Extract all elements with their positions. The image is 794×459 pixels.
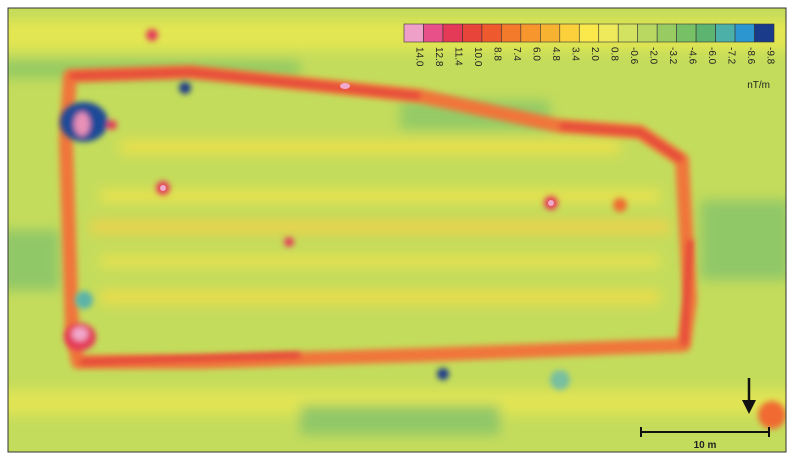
- legend-label: 8.8: [492, 47, 503, 61]
- legend-swatch: [423, 24, 442, 42]
- legend-swatch: [657, 24, 676, 42]
- legend-label: 10.0: [472, 47, 483, 67]
- legend-swatch: [521, 24, 540, 42]
- legend-label: -7.2: [725, 47, 736, 65]
- legend-swatch: [677, 24, 696, 42]
- legend-label: 3.4: [570, 47, 581, 61]
- legend-unit: nT/m: [747, 80, 770, 91]
- legend-label: 12.8: [433, 47, 444, 67]
- legend-label: 7.4: [511, 47, 522, 61]
- legend-swatch: [540, 24, 559, 42]
- legend-label: 0.8: [608, 47, 619, 61]
- legend-swatch: [735, 24, 754, 42]
- legend-swatch: [501, 24, 520, 42]
- legend-label: 4.8: [550, 47, 561, 61]
- legend-label: -9.8: [764, 47, 775, 65]
- legend-label: 11.4: [453, 47, 464, 66]
- legend-label: -4.6: [686, 47, 697, 65]
- legend-label: 14.0: [414, 47, 425, 67]
- legend-label: 6.0: [531, 47, 542, 61]
- legend-label: -2.0: [647, 47, 658, 65]
- legend-swatch: [560, 24, 579, 42]
- legend-swatch: [443, 24, 462, 42]
- color-legend: 14.0 12.8 11.4 10.0 8.8 7.4 6.0 4.8 3.4 2.0 0.8 -0.…: [402, 22, 776, 78]
- legend-swatch: [579, 24, 598, 42]
- legend-label: -6.0: [706, 47, 717, 65]
- scale-label: 10 m: [694, 440, 717, 451]
- legend-swatch: [696, 24, 715, 42]
- legend-label: -8.6: [745, 47, 756, 65]
- legend-swatch: [755, 24, 774, 42]
- legend-swatch: [618, 24, 637, 42]
- legend-swatch: [599, 24, 618, 42]
- legend-swatch: [716, 24, 735, 42]
- legend-swatch: [638, 24, 657, 42]
- legend-label: -3.2: [667, 47, 678, 65]
- magnetometry-map: 14.0 12.8 11.4 10.0 8.8 7.4 6.0 4.8 3.4 2.0 0.8 -0.…: [0, 0, 794, 459]
- legend-label: -0.6: [628, 47, 639, 65]
- legend-swatch: [462, 24, 481, 42]
- legend-swatch: [482, 24, 501, 42]
- legend-swatch: [404, 24, 423, 42]
- legend-label: 2.0: [589, 47, 600, 61]
